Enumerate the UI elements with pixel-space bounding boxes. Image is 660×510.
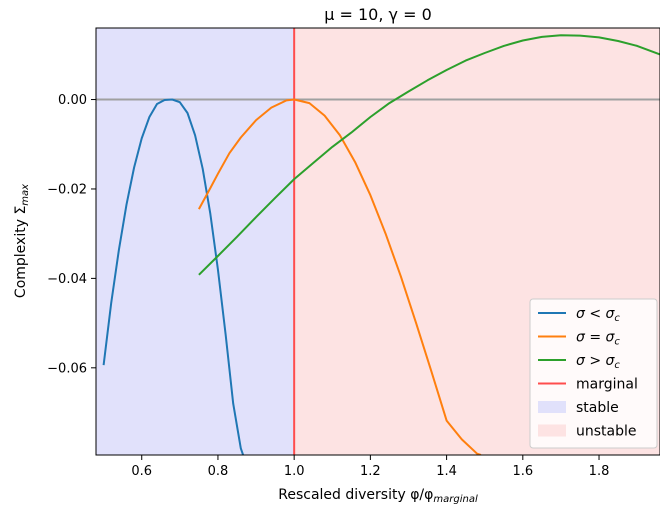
y-axis-label: Complexity Σmax	[13, 184, 31, 298]
y-axis-ticks: 0.00 −0.02 −0.04 −0.06	[47, 93, 96, 376]
x-tick-label: 0.6	[131, 464, 152, 479]
y-tick-label: −0.04	[47, 272, 87, 287]
y-tick-label: −0.06	[47, 361, 87, 376]
x-tick-label: 1.2	[360, 464, 381, 479]
x-tick-label: 1.4	[436, 464, 457, 479]
legend-label: marginal	[576, 377, 638, 393]
x-axis-ticks: 0.6 0.8 1.0 1.2 1.4 1.6 1.8	[131, 455, 609, 479]
legend-label: σ > σc	[576, 353, 620, 371]
x-tick-label: 1.8	[589, 464, 610, 479]
y-tick-label: −0.02	[47, 182, 87, 197]
legend-swatch	[538, 401, 566, 413]
legend-label: σ = σc	[576, 330, 620, 348]
legend-label: σ < σc	[576, 306, 620, 324]
x-axis-label: Rescaled diversity φ/φmarginal	[278, 487, 478, 505]
x-tick-label: 0.8	[208, 464, 229, 479]
chart-title: μ = 10, γ = 0	[324, 5, 432, 24]
legend-label: unstable	[576, 424, 637, 440]
series-lines	[102, 34, 660, 455]
legend: σ < σc σ = σc σ > σc marginal stable unstable	[529, 298, 658, 449]
legend-label: stable	[576, 400, 619, 416]
series-line-2	[198, 98, 482, 455]
x-tick-label: 1.6	[512, 464, 533, 479]
plot-frame	[95, 27, 660, 456]
region-stable	[96, 28, 295, 455]
legend-swatch	[538, 424, 566, 437]
series-line-3	[198, 34, 660, 276]
series-line-1	[102, 98, 245, 455]
y-tick-label: 0.00	[58, 93, 87, 108]
x-tick-label: 1.0	[284, 464, 305, 479]
